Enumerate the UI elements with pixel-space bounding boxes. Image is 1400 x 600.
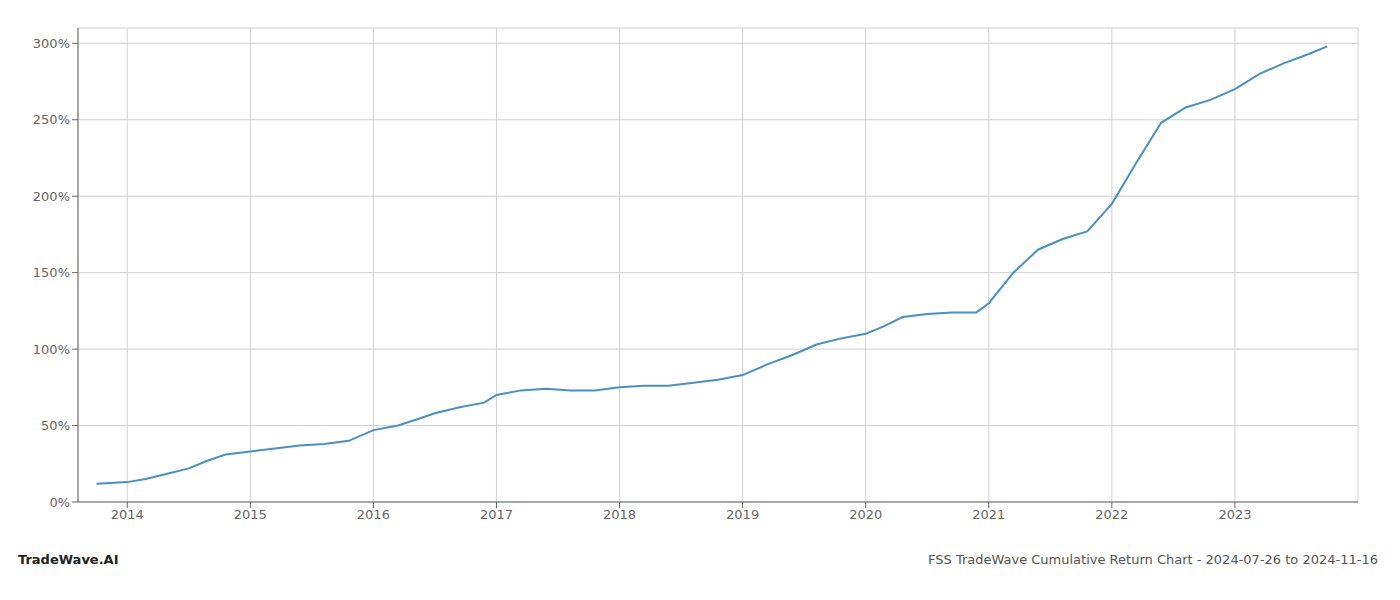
svg-text:2014: 2014 [111, 507, 144, 522]
svg-text:100%: 100% [33, 342, 70, 357]
svg-text:50%: 50% [41, 418, 70, 433]
svg-text:250%: 250% [33, 112, 70, 127]
svg-text:2018: 2018 [603, 507, 636, 522]
html-text:FSS TradeWave Cumulative Retur: FSS TradeWave Cumulative Return Chart - … [928, 552, 1378, 567]
svg-text:2016: 2016 [357, 507, 390, 522]
svg-text:200%: 200% [33, 189, 70, 204]
svg-text:2017: 2017 [480, 507, 513, 522]
svg-text:2020: 2020 [849, 507, 882, 522]
svg-text:2015: 2015 [234, 507, 267, 522]
html-text:TradeWave.AI: TradeWave.AI [18, 552, 119, 567]
svg-text:2023: 2023 [1218, 507, 1251, 522]
svg-text:2021: 2021 [972, 507, 1005, 522]
svg-text:0%: 0% [49, 495, 70, 510]
svg-text:150%: 150% [33, 265, 70, 280]
svg-text:2022: 2022 [1095, 507, 1128, 522]
svg-text:2019: 2019 [726, 507, 759, 522]
svg-text:300%: 300% [33, 36, 70, 51]
